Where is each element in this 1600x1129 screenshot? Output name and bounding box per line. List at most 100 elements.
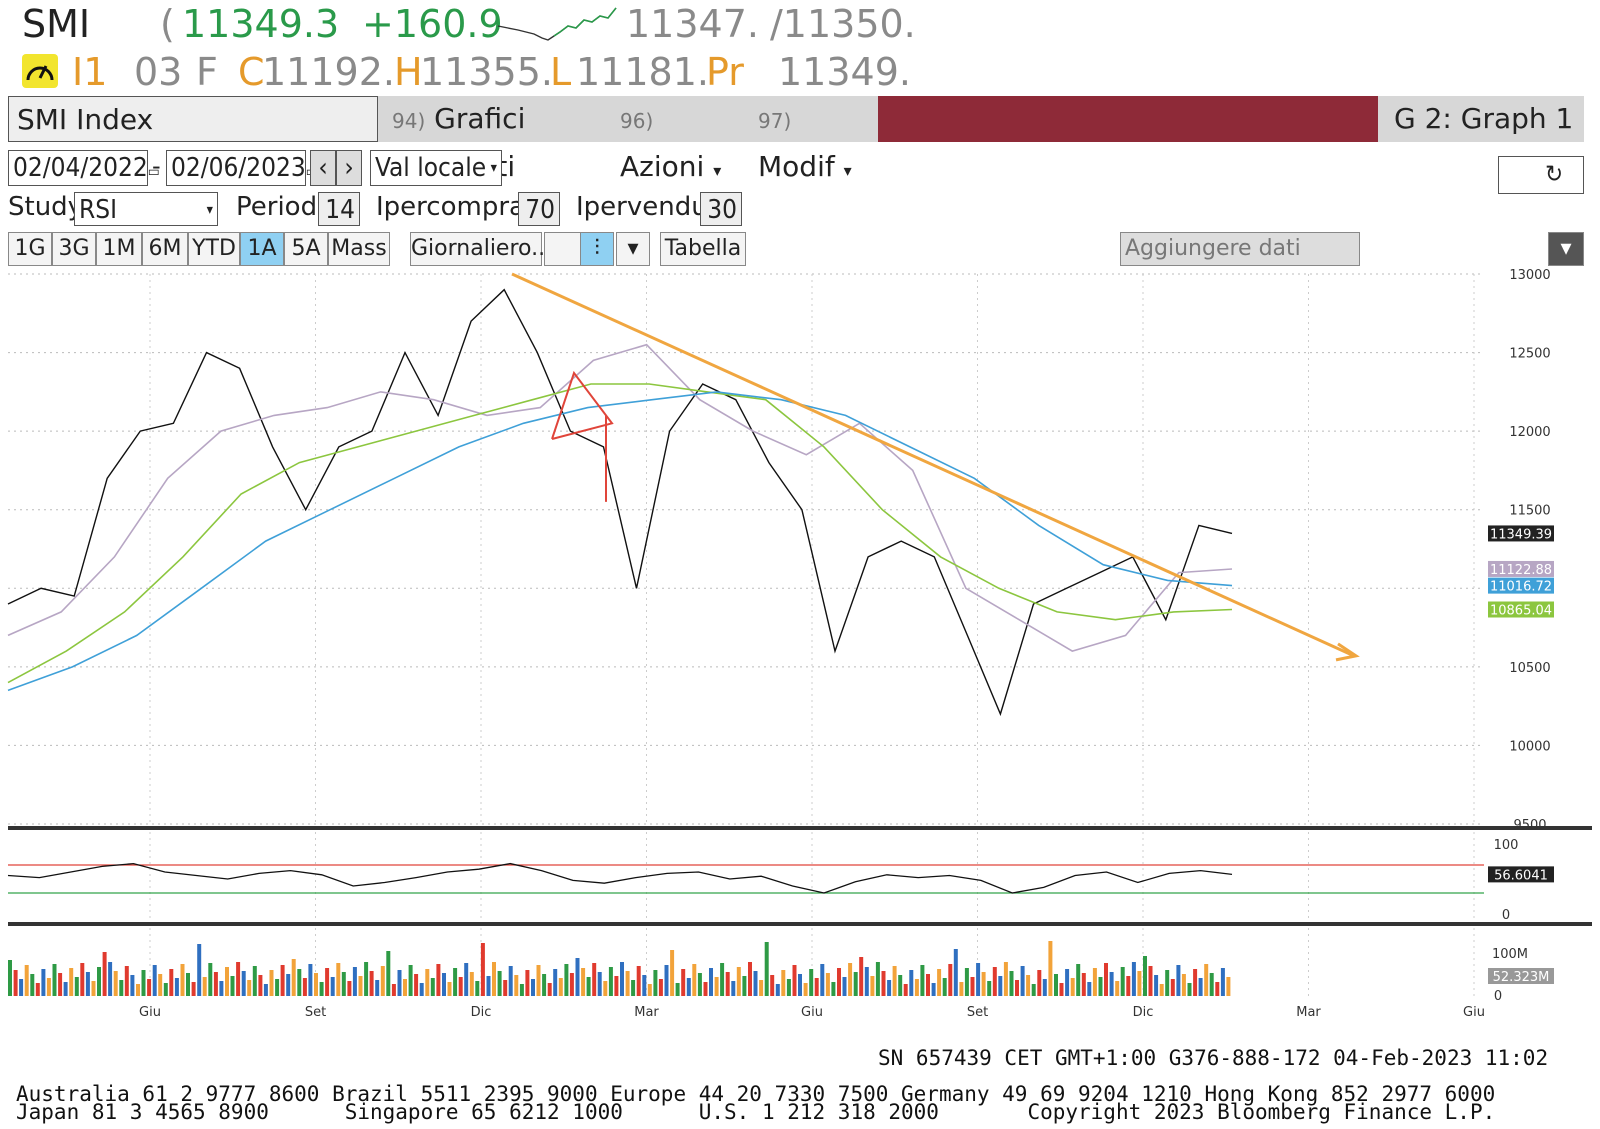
volume-bar: [169, 969, 174, 996]
range-button-3g[interactable]: 3G: [52, 232, 96, 266]
volume-bar: [798, 974, 802, 996]
volume-bar: [225, 967, 229, 996]
volume-bar: [920, 965, 925, 996]
volume-bar: [725, 972, 730, 996]
range-button-1g[interactable]: 1G: [8, 232, 52, 266]
tab-actions[interactable]: 96) Azioni ▾: [612, 96, 748, 183]
chevron-left-icon: ‹: [318, 153, 328, 183]
add-data-input[interactable]: Aggiungere dati: [1120, 232, 1360, 266]
range-button-6m[interactable]: 6M: [142, 232, 188, 266]
volume-tick-label: 0: [1494, 989, 1502, 1004]
volume-bar: [275, 979, 280, 996]
next-period-button[interactable]: ›: [336, 150, 362, 186]
volume-bar: [69, 968, 74, 996]
range-button-1m[interactable]: 1M: [96, 232, 142, 266]
frequency-select[interactable]: Giornaliero...: [410, 232, 552, 266]
volume-bar: [714, 977, 719, 996]
volume-bar: [1109, 972, 1114, 996]
bid-price: 11347.: [626, 2, 759, 46]
volume-bar: [519, 984, 524, 996]
line2-f: F: [196, 50, 218, 94]
volume-bar: [558, 978, 563, 996]
volume-bar: [653, 970, 658, 996]
volume-bar: [709, 968, 713, 996]
volume-bar: [141, 970, 146, 996]
volume-bar: [564, 964, 569, 996]
range-button-ytd[interactable]: YTD: [188, 232, 240, 266]
range-button-5a[interactable]: 5A: [284, 232, 328, 266]
chart-type-dropdown[interactable]: ▾: [616, 232, 650, 266]
tab-suggested-charts[interactable]: 94) Grafici suggeriti: [384, 96, 608, 183]
tab-edit[interactable]: 97) Modif ▾: [750, 96, 878, 183]
volume-bar: [1187, 983, 1192, 996]
volume-bar: [252, 966, 257, 996]
volume-bar: [814, 978, 819, 996]
volume-bar: [91, 981, 96, 996]
volume-bar: [1115, 981, 1120, 996]
study-select[interactable]: RSI ▾: [74, 192, 218, 226]
volume-bar: [124, 966, 129, 996]
volume-bar: [130, 975, 135, 996]
volume-bar: [347, 981, 352, 996]
volume-bar: [213, 972, 218, 996]
last-value-tag: [1488, 560, 1554, 577]
range-button-mass[interactable]: Mass: [328, 232, 390, 266]
pattern-triangle: [551, 370, 614, 440]
prev-period-button[interactable]: ‹: [310, 150, 336, 186]
currency-select[interactable]: Val locale ▾: [370, 150, 502, 186]
high-value: 11355.: [420, 50, 553, 94]
volume-bar: [74, 977, 79, 996]
prev-label: Pr: [706, 50, 744, 94]
calendar-icon[interactable]: ▭: [147, 164, 160, 180]
security-field[interactable]: SMI Index: [8, 96, 378, 142]
volume-bar: [269, 970, 274, 996]
time-tick-label: Giu: [1463, 1005, 1485, 1020]
end-date-input[interactable]: 02/06/2023▭: [166, 150, 318, 186]
tab-edit-num: 97): [758, 109, 792, 133]
tab-suggested-num: 94): [392, 109, 426, 133]
overbought-input[interactable]: 70: [518, 192, 560, 226]
volume-bar: [436, 964, 441, 996]
volume-bar: [286, 974, 291, 996]
price-tick-label: 10000: [1509, 739, 1550, 754]
volume-bar: [414, 974, 419, 996]
low-value: 11181.: [576, 50, 709, 94]
oversold-input[interactable]: 30: [700, 192, 742, 226]
volume-bar: [219, 981, 224, 996]
panel-dropdown[interactable]: ▾: [1548, 232, 1584, 266]
chevron-down-icon: ▾: [1560, 236, 1572, 261]
tab-bar: SMI Index 94) Grafici suggeriti 96) Azio…: [8, 96, 1584, 183]
range-button-1a[interactable]: 1A: [240, 232, 284, 266]
volume-bar: [480, 943, 485, 996]
start-date-input[interactable]: 02/04/2022▭: [8, 150, 160, 186]
volume-bar: [1048, 941, 1053, 996]
volume-bar: [1009, 971, 1014, 996]
volume-bar: [931, 983, 936, 996]
volume-tick-label: 100M: [1492, 947, 1528, 962]
volume-bar: [731, 981, 736, 996]
study-label: Study: [8, 192, 84, 222]
volume-bar: [63, 982, 68, 996]
period-input[interactable]: 14: [318, 192, 360, 226]
volume-bar: [664, 965, 669, 996]
refresh-icon[interactable]: ↻: [1545, 160, 1564, 188]
volume-bar: [542, 974, 547, 996]
volume-bar: [547, 983, 552, 996]
volume-bar: [686, 978, 691, 996]
gauge-icon[interactable]: [22, 54, 58, 88]
chevron-down-icon: ▾: [843, 161, 852, 180]
volume-bar: [620, 962, 624, 996]
volume-bar: [670, 950, 675, 996]
chart-type-icon[interactable]: ⫶: [580, 232, 614, 266]
tab-actions-label: Azioni: [620, 150, 705, 183]
volume-bar: [825, 973, 830, 996]
price-line: [7, 288, 1233, 717]
volume-bar: [514, 975, 519, 996]
time-tick-label: Giu: [801, 1005, 823, 1020]
volume-bar: [848, 963, 853, 996]
volume-bar: [853, 972, 858, 996]
volume-bar: [948, 964, 953, 996]
volume-bar: [586, 977, 591, 996]
table-button[interactable]: Tabella: [660, 232, 746, 266]
volume-bar: [1215, 982, 1220, 996]
